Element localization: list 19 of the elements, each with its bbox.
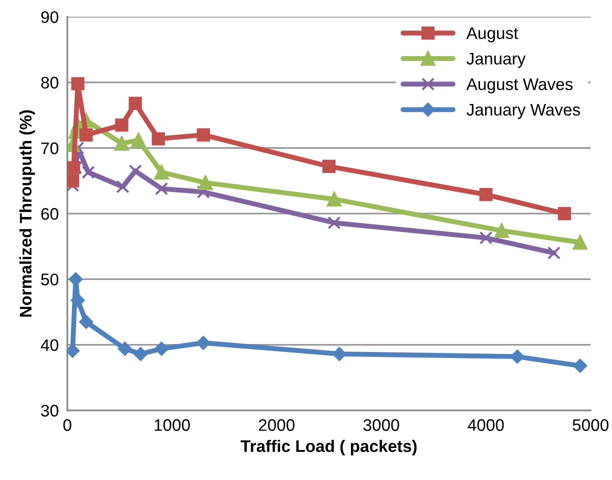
legend-label: August Waves	[466, 78, 573, 94]
y-tick-label: 50	[41, 274, 58, 286]
y-tick-label: 60	[41, 208, 58, 220]
y-tick-label: 70	[41, 142, 58, 154]
legend-label: January Waves	[466, 104, 580, 119]
x-tick-label: 2000	[258, 419, 295, 431]
x-tick-label: 1000	[154, 419, 190, 431]
x-tick-label: 3000	[363, 419, 400, 431]
y-tick-label: 40	[40, 339, 58, 352]
legend-label: August	[466, 27, 518, 42]
x-tick-label: 0	[63, 419, 72, 431]
y-tick-label: 90	[41, 11, 58, 24]
legend-label: January	[466, 52, 526, 68]
x-tick-label: 5000	[572, 419, 608, 431]
y-tick-label: 80	[41, 76, 58, 89]
x-axis-title: Traffic Load ( packets)	[240, 440, 417, 456]
x-tick-label: 4000	[468, 419, 504, 431]
y-axis-title: Normalized Throuputh (%)	[19, 110, 35, 317]
y-tick-label: 30	[41, 404, 58, 417]
